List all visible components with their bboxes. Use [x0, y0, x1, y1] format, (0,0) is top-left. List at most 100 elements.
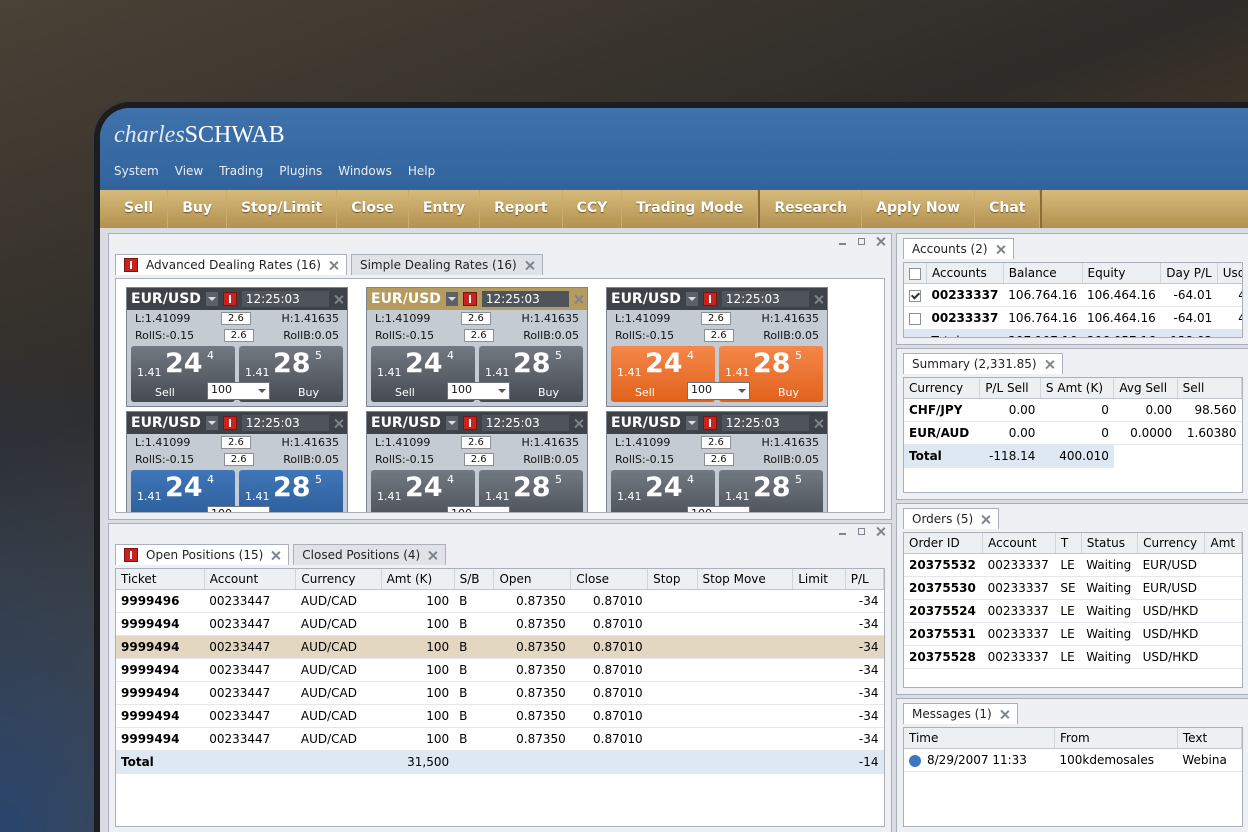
- toolbar-button[interactable]: Report: [480, 190, 563, 228]
- summary-row[interactable]: EUR/AUD 0.00 0 0.0000 1.60380: [904, 421, 1242, 445]
- amount-select[interactable]: 100: [207, 506, 270, 512]
- tab[interactable]: Closed Positions (4): [293, 544, 447, 565]
- tile-close[interactable]: [574, 295, 583, 304]
- column-header[interactable]: Ticket: [116, 569, 205, 590]
- toolbar-button[interactable]: Sell: [110, 190, 169, 228]
- tile-close[interactable]: [814, 295, 823, 304]
- tab-close[interactable]: [1000, 710, 1009, 719]
- column-header[interactable]: Day P/L: [1160, 263, 1218, 284]
- tab-close[interactable]: [329, 261, 338, 270]
- position-row[interactable]: 9999496 00233447 AUD/CAD 100 B 0.87350 0.87010…: [116, 589, 884, 613]
- order-row[interactable]: 20375531 00233337 LE Waiting USD/HKD: [904, 622, 1242, 646]
- tab-close[interactable]: [271, 551, 280, 560]
- column-header[interactable]: T: [1055, 533, 1082, 554]
- menu-item[interactable]: Plugins: [279, 164, 323, 178]
- tab[interactable]: Messages (1): [903, 703, 1018, 724]
- menu-item[interactable]: Windows: [338, 164, 392, 178]
- order-row[interactable]: 20375528 00233337 LE Waiting USD/HKD: [904, 645, 1242, 669]
- tile-close[interactable]: [334, 419, 343, 428]
- column-header[interactable]: Account: [982, 533, 1056, 554]
- tab[interactable]: Summary (2,331.85): [903, 353, 1063, 374]
- column-header[interactable]: Status: [1081, 533, 1139, 554]
- toolbar-button[interactable]: Close: [337, 190, 409, 228]
- column-header[interactable]: Equity: [1082, 263, 1162, 284]
- pair-dropdown[interactable]: [685, 292, 698, 306]
- order-row[interactable]: 20375524 00233337 LE Waiting USD/HKD: [904, 599, 1242, 623]
- toolbar-button[interactable]: Entry: [409, 190, 481, 228]
- menu-item[interactable]: Help: [407, 164, 436, 178]
- column-header[interactable]: Time: [904, 728, 1055, 749]
- column-header[interactable]: From: [1054, 728, 1178, 749]
- window-max[interactable]: [857, 237, 866, 246]
- tab[interactable]: Orders (5): [903, 508, 1000, 529]
- column-header[interactable]: Limit: [792, 569, 846, 590]
- column-header[interactable]: Amt (K): [381, 569, 455, 590]
- position-row[interactable]: 9999494 00233447 AUD/CAD 100 B 0.87350 0.87010…: [116, 635, 884, 659]
- toolbar-button[interactable]: Chat: [975, 190, 1041, 228]
- column-header[interactable]: Order ID: [904, 533, 984, 554]
- column-header[interactable]: Close: [570, 569, 649, 590]
- tile-close[interactable]: [334, 295, 343, 304]
- order-row[interactable]: 20375532 00233337 LE Waiting EUR/USD: [904, 553, 1242, 577]
- tab[interactable]: Open Positions (15): [115, 544, 290, 565]
- column-header[interactable]: Currency: [295, 569, 382, 590]
- column-header[interactable]: Amt: [1204, 533, 1242, 554]
- tab-close[interactable]: [525, 261, 534, 270]
- pair-dropdown[interactable]: [205, 416, 218, 430]
- message-row[interactable]: 8/29/2007 11:33 100kdemosales Webina: [904, 748, 1242, 772]
- tile-close[interactable]: [574, 419, 583, 428]
- checkbox[interactable]: [909, 312, 921, 325]
- amount-select[interactable]: 100: [687, 382, 750, 400]
- column-header[interactable]: Usd Mr: [1217, 263, 1242, 284]
- toolbar-button[interactable]: CCY: [563, 190, 623, 228]
- menu-item[interactable]: Trading: [219, 164, 264, 178]
- column-header[interactable]: Balance: [1003, 263, 1083, 284]
- position-row[interactable]: 9999494 00233447 AUD/CAD 100 B 0.87350 0.87010…: [116, 681, 884, 705]
- position-row[interactable]: 9999494 00233447 AUD/CAD 100 B 0.87350 0.87010…: [116, 658, 884, 682]
- pair-dropdown[interactable]: [445, 292, 458, 306]
- tab[interactable]: Advanced Dealing Rates (16): [115, 254, 347, 275]
- pair-dropdown[interactable]: [445, 416, 458, 430]
- order-row[interactable]: 20375530 00233337 SE Waiting EUR/USD: [904, 576, 1242, 600]
- column-header[interactable]: P/L Sell: [979, 378, 1041, 399]
- window-min[interactable]: [838, 237, 847, 246]
- position-row[interactable]: 9999494 00233447 AUD/CAD 100 B 0.87350 0.87010…: [116, 704, 884, 728]
- tab-close[interactable]: [1045, 360, 1054, 369]
- summary-row[interactable]: CHF/JPY 0.00 0 0.00 98.560: [904, 398, 1242, 422]
- column-header[interactable]: S/B: [454, 569, 495, 590]
- window-x[interactable]: [876, 237, 885, 246]
- tab-close[interactable]: [981, 515, 990, 524]
- column-header[interactable]: Stop: [647, 569, 698, 590]
- window-x[interactable]: [876, 527, 885, 536]
- column-header[interactable]: S Amt (K): [1040, 378, 1115, 399]
- column-header[interactable]: Stop Move: [697, 569, 794, 590]
- checkbox[interactable]: [909, 267, 921, 280]
- amount-select[interactable]: 100: [447, 382, 510, 400]
- column-header[interactable]: Currency: [904, 378, 981, 399]
- column-header[interactable]: Account: [204, 569, 297, 590]
- toolbar-button[interactable]: Trading Mode: [622, 190, 759, 228]
- position-row[interactable]: 9999494 00233447 AUD/CAD 100 B 0.87350 0.87010…: [116, 612, 884, 636]
- toolbar-button[interactable]: Buy: [168, 190, 227, 228]
- pair-dropdown[interactable]: [205, 292, 218, 306]
- column-header[interactable]: Accounts: [926, 263, 1004, 284]
- window-max[interactable]: [857, 527, 866, 536]
- column-header[interactable]: Avg Sell: [1113, 378, 1178, 399]
- checkbox[interactable]: [909, 289, 921, 302]
- column-header[interactable]: Currency: [1137, 533, 1206, 554]
- amount-select[interactable]: 100: [687, 506, 750, 512]
- window-min[interactable]: [838, 527, 847, 536]
- tab-close[interactable]: [996, 245, 1005, 254]
- tab[interactable]: Accounts (2): [903, 238, 1014, 259]
